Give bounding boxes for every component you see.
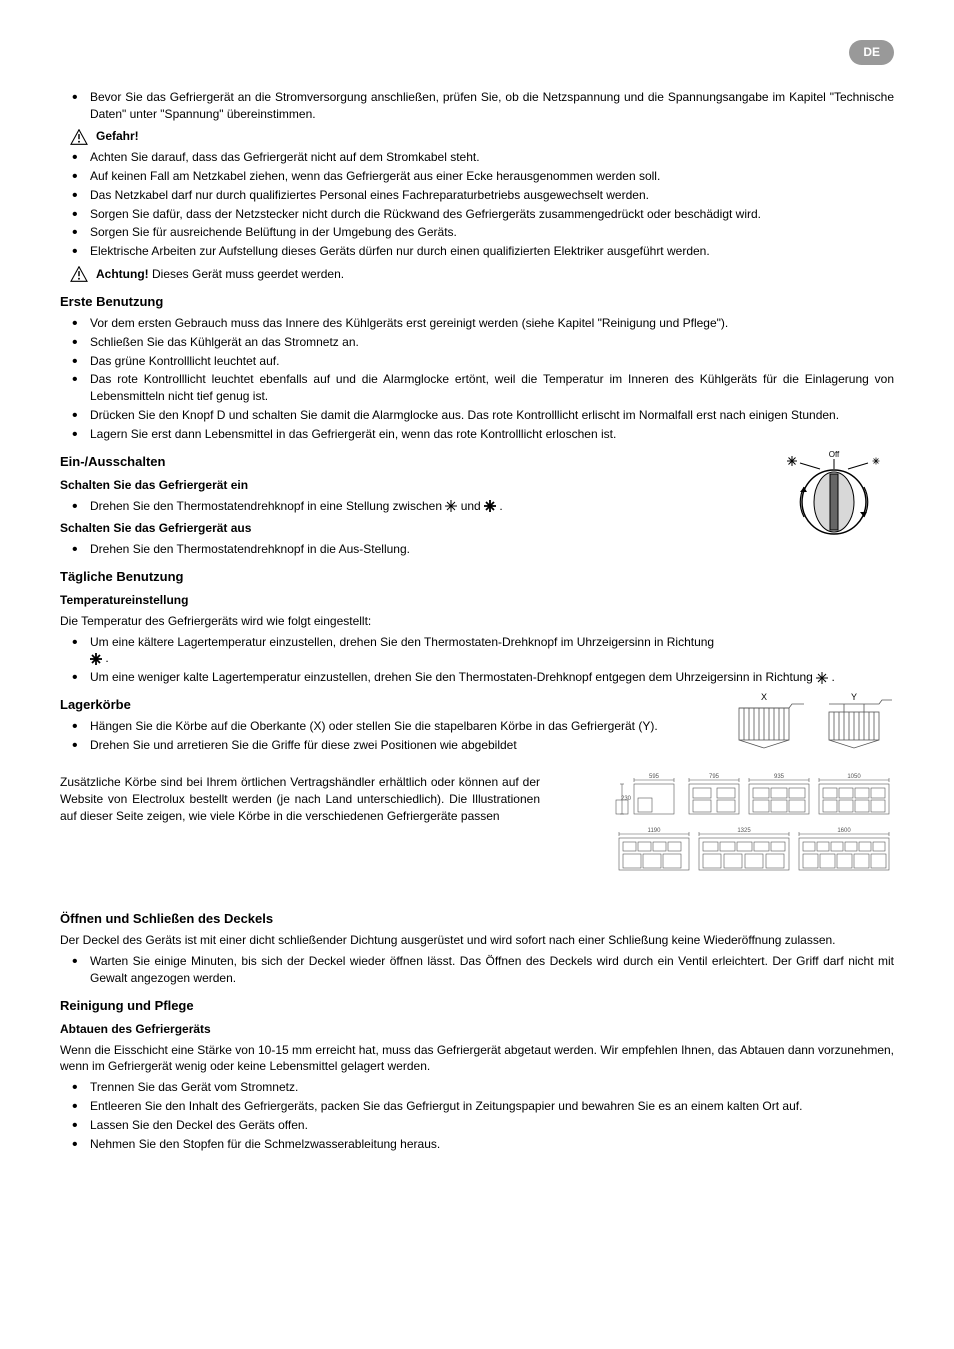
erste-benutzung-list: Vor dem ersten Gebrauch muss das Innere … (60, 315, 894, 443)
list-item: Drehen Sie den Thermostatendrehknopf in … (90, 498, 894, 515)
svg-text:X: X (761, 692, 767, 702)
temp-list: Um eine kältere Lagertemperatur einzuste… (60, 634, 894, 686)
language-badge: DE (849, 40, 894, 65)
einschalten-title: Schalten Sie das Gefriergerät ein (60, 477, 894, 494)
deckel-intro: Der Deckel des Geräts ist mit einer dich… (60, 932, 894, 949)
achtung-row: Achtung! Dieses Gerät muss geerdet werde… (70, 266, 894, 283)
ein-aus-title: Ein-/Ausschalten (60, 453, 894, 471)
tagliche-title: Tägliche Benutzung (60, 568, 894, 586)
list-item: Das Netzkabel darf nur durch qualifizier… (90, 187, 894, 204)
gefahr-label: Gefahr! (96, 128, 139, 145)
list-item: Nehmen Sie den Stopfen für die Schmelzwa… (90, 1136, 894, 1153)
erste-benutzung-title: Erste Benutzung (60, 293, 894, 311)
list-item: Trennen Sie das Gerät vom Stromnetz. (90, 1079, 894, 1096)
svg-text:230: 230 (621, 796, 632, 802)
list-item: Entleeren Sie den Inhalt des Gefriergerä… (90, 1098, 894, 1115)
list-item: Bevor Sie das Gefriergerät an die Stromv… (90, 89, 894, 123)
svg-text:935: 935 (774, 774, 785, 780)
warning-icon (70, 266, 88, 282)
list-item: Um eine kältere Lagertemperatur einzuste… (90, 634, 894, 668)
list-item: Sorgen Sie für ausreichende Belüftung in… (90, 224, 894, 241)
snowflake-small-icon (816, 672, 828, 684)
achtung-text: Achtung! Dieses Gerät muss geerdet werde… (96, 266, 344, 283)
abtauen-title: Abtauen des Gefriergeräts (60, 1021, 894, 1038)
list-item: Lagern Sie erst dann Lebensmittel in das… (90, 426, 894, 443)
svg-text:1325: 1325 (737, 828, 751, 834)
svg-text:595: 595 (649, 774, 660, 780)
warning-icon (70, 129, 88, 145)
list-item: Sorgen Sie dafür, dass der Netzstecker n… (90, 206, 894, 223)
list-item: Das grüne Kontrolllicht leuchtet auf. (90, 353, 894, 370)
svg-text:1050: 1050 (847, 774, 861, 780)
freezer-sizes-diagram: 595 230 795 935 1050 1190 1325 1600 (614, 770, 894, 890)
list-item: Schließen Sie das Kühlgerät an das Strom… (90, 334, 894, 351)
snowflake-small-icon (445, 500, 457, 512)
gefahr-row: Gefahr! (70, 128, 894, 145)
list-item: Lassen Sie den Deckel des Geräts offen. (90, 1117, 894, 1134)
temp-intro: Die Temperatur des Gefriergeräts wird wi… (60, 613, 894, 630)
svg-text:Off: Off (829, 450, 840, 459)
list-item: Um eine weniger kalte Lagertemperatur ei… (90, 669, 894, 686)
ausschalten-title: Schalten Sie das Gefriergerät aus (60, 520, 894, 537)
list-item: Elektrische Arbeiten zur Aufstellung die… (90, 243, 894, 260)
list-item: Vor dem ersten Gebrauch muss das Innere … (90, 315, 894, 332)
list-item: Drücken Sie den Knopf D und schalten Sie… (90, 407, 894, 424)
list-item: Hängen Sie die Körbe auf die Oberkante (… (90, 718, 894, 735)
thermostat-dial-diagram: Off (774, 447, 894, 542)
snowflake-large-icon (484, 500, 496, 512)
list-item: Drehen Sie und arretieren Sie die Griffe… (90, 737, 894, 754)
abtauen-intro: Wenn die Eisschicht eine Stärke von 10-1… (60, 1042, 894, 1076)
deckel-list: Warten Sie einige Minuten, bis sich der … (60, 953, 894, 987)
intro-list: Bevor Sie das Gefriergerät an die Stromv… (60, 89, 894, 123)
list-item: Warten Sie einige Minuten, bis sich der … (90, 953, 894, 987)
deckel-title: Öffnen und Schließen des Deckels (60, 910, 894, 928)
list-item: Achten Sie darauf, dass das Gefriergerät… (90, 149, 894, 166)
snowflake-large-icon (90, 653, 102, 665)
gefahr-list: Achten Sie darauf, dass das Gefriergerät… (60, 149, 894, 260)
einschalten-list: Drehen Sie den Thermostatendrehknopf in … (60, 498, 894, 515)
list-item: Auf keinen Fall am Netzkabel ziehen, wen… (90, 168, 894, 185)
list-item: Drehen Sie den Thermostatendrehknopf in … (90, 541, 894, 558)
svg-text:Y: Y (851, 692, 857, 702)
temp-title: Temperatureinstellung (60, 592, 894, 609)
svg-text:1600: 1600 (837, 828, 851, 834)
abtauen-list: Trennen Sie das Gerät vom Stromnetz. Ent… (60, 1079, 894, 1152)
reinigung-title: Reinigung und Pflege (60, 997, 894, 1015)
ausschalten-list: Drehen Sie den Thermostatendrehknopf in … (60, 541, 894, 558)
svg-text:1190: 1190 (648, 828, 662, 834)
svg-text:795: 795 (709, 774, 720, 780)
list-item: Das rote Kontrolllicht leuchtet ebenfall… (90, 371, 894, 405)
lagerkorbe-para: Zusätzliche Körbe sind bei Ihrem örtlich… (60, 774, 540, 824)
